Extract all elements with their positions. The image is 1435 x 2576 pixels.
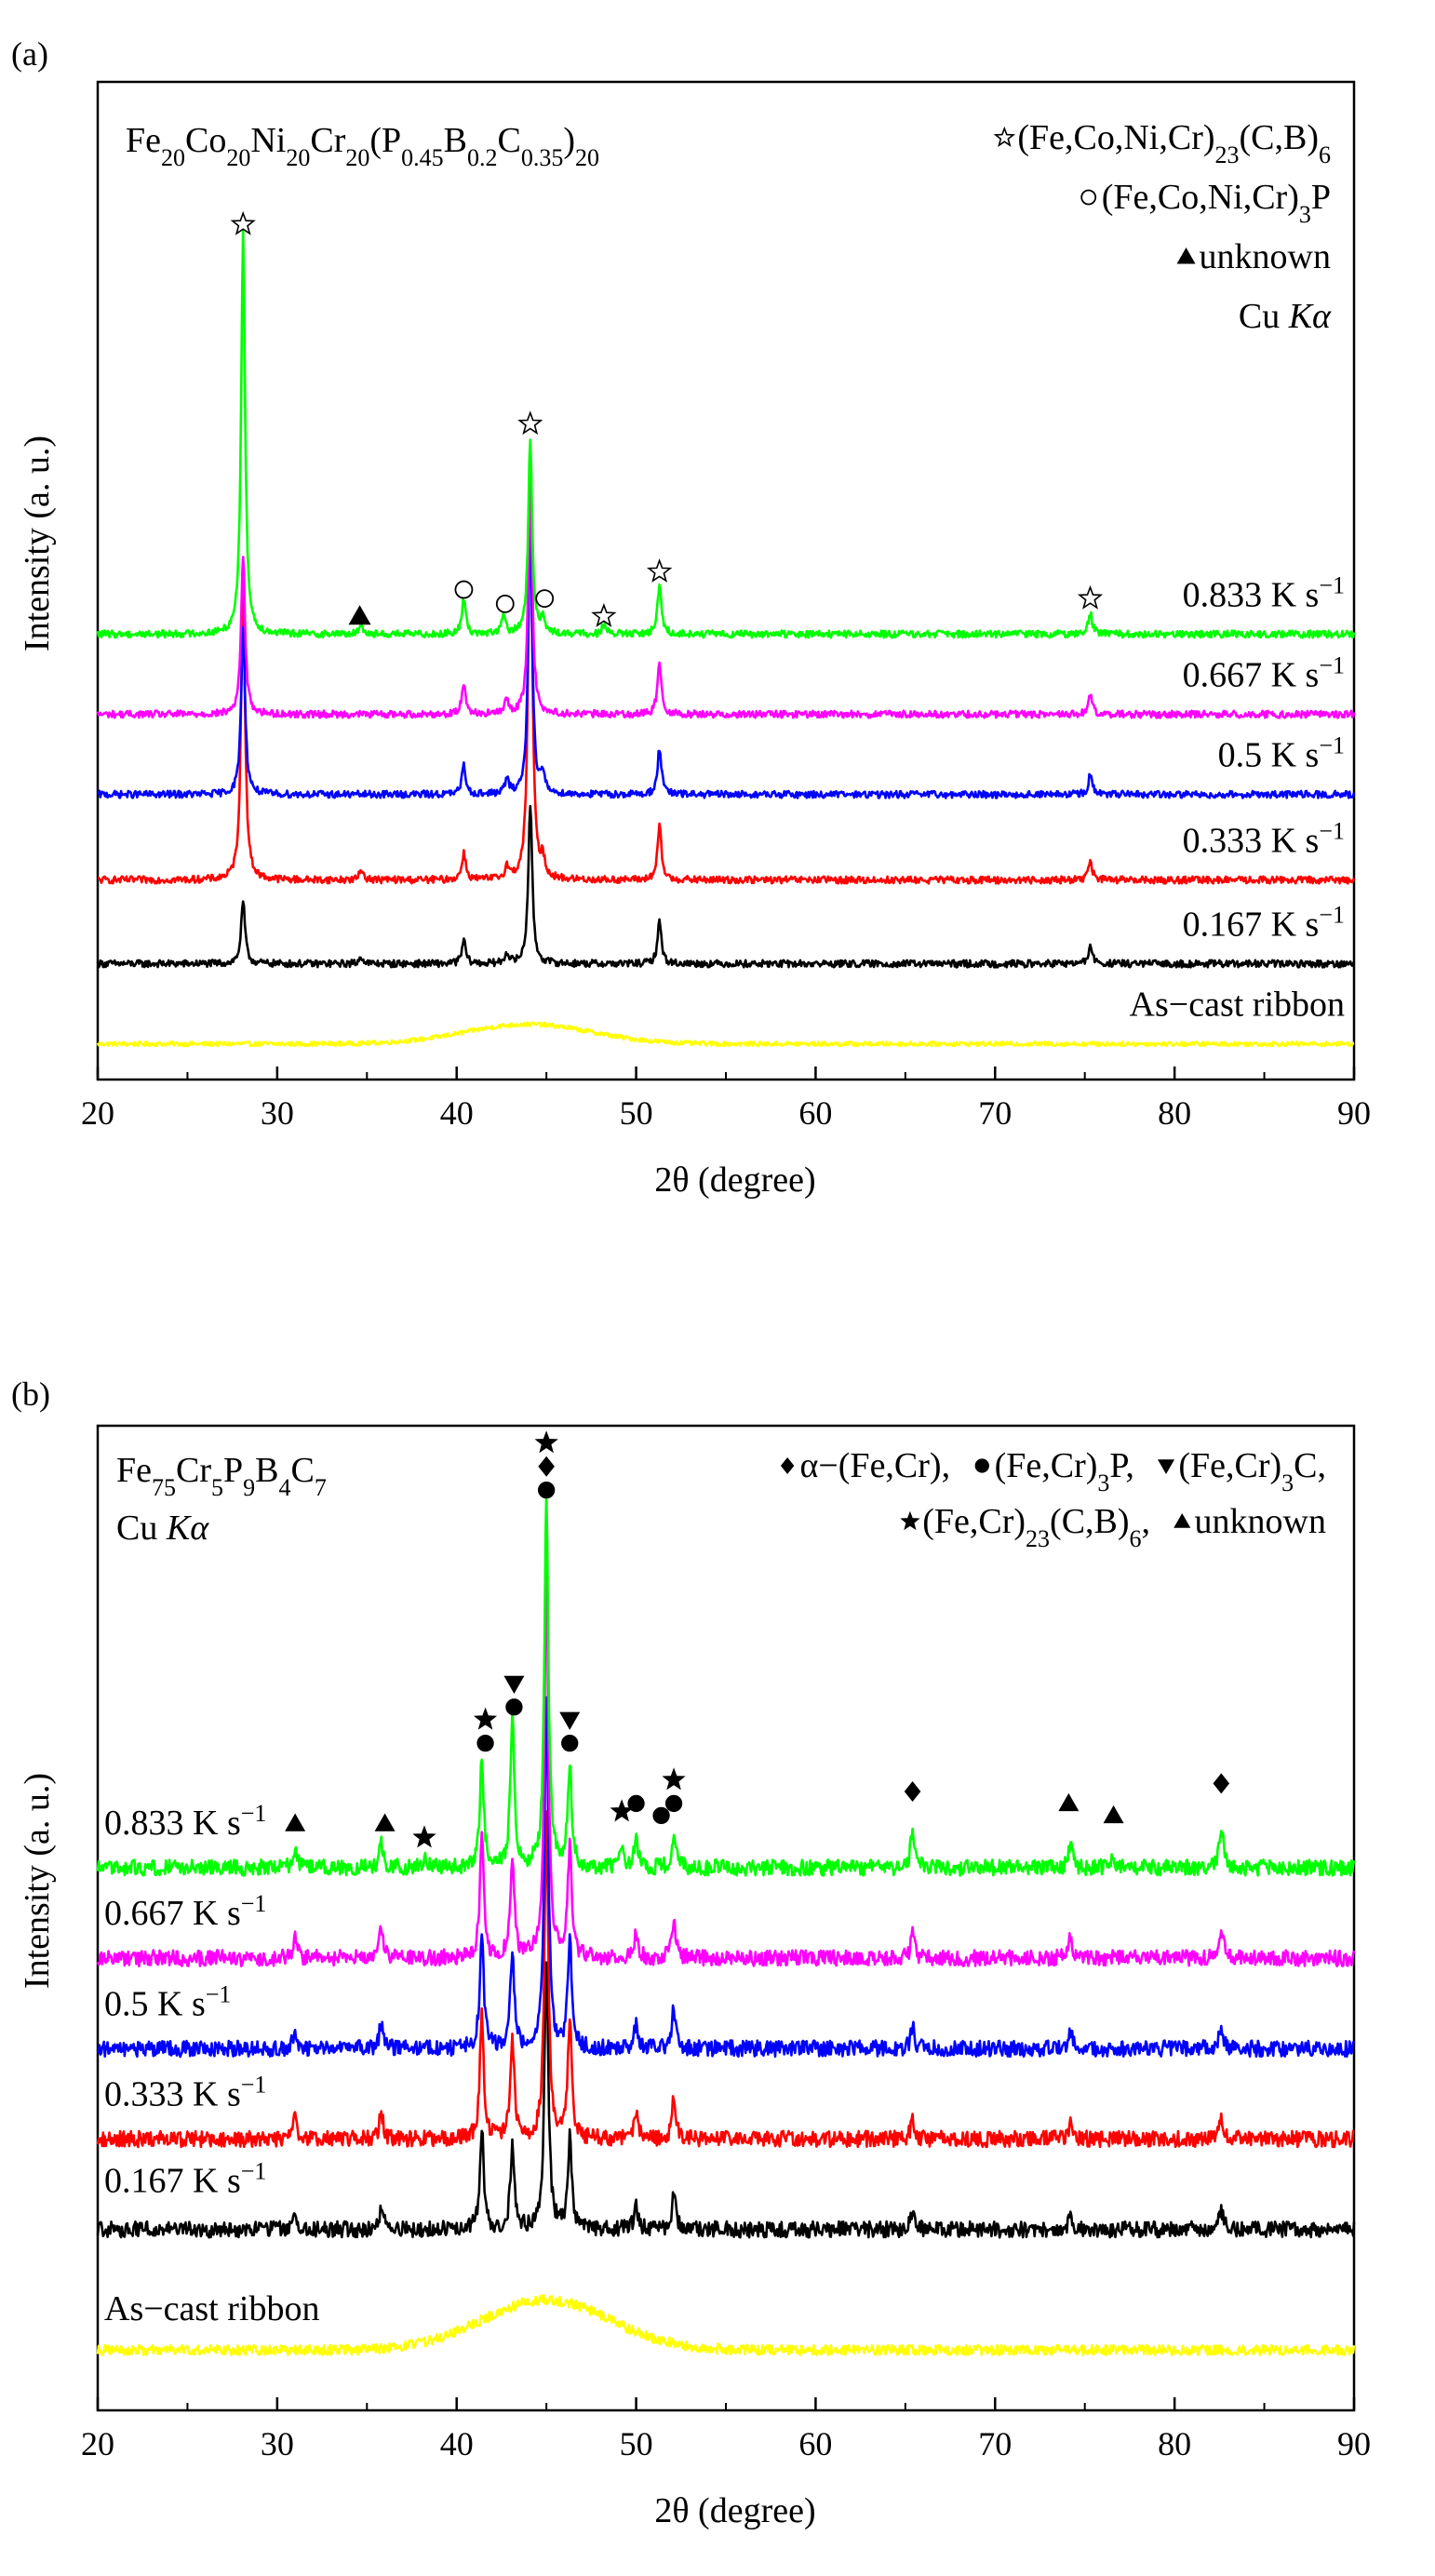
- series-label: 0.833 K s−1: [1183, 571, 1345, 615]
- x-tick-label: 50: [620, 2425, 653, 2462]
- x-tick-label: 90: [1337, 1094, 1371, 1132]
- triangle-marker: [1173, 1513, 1191, 1528]
- open-circle-marker: [1080, 189, 1097, 206]
- series-line: [96, 1696, 1356, 2059]
- legend-line: α−(Fe,Cr), (Fe,Cr)3P, (Fe,Cr)3C,: [764, 1446, 1326, 1496]
- series-label: 0.5 K s−1: [1218, 731, 1345, 775]
- open-star-marker: [1077, 584, 1104, 610]
- composition-title: Fe75Cr5P9B4C7: [116, 1451, 327, 1501]
- series-line: [96, 228, 1356, 639]
- y-axis-label: Intensity (a. u.): [18, 1773, 57, 1989]
- x-tick-label: 50: [620, 1094, 653, 1132]
- x-tick-label: 90: [1337, 2425, 1371, 2462]
- diamond-marker: [1213, 1773, 1230, 1794]
- x-tick-label: 80: [1158, 2425, 1191, 2462]
- series-label: As−cast ribbon: [1130, 986, 1345, 1025]
- triangle-marker: [348, 605, 371, 625]
- radiation-label: Cu Kα: [116, 1509, 209, 1548]
- diamond-marker: [538, 1456, 555, 1477]
- legend-entry: (Fe,Co,Ni,Cr)23(C,B)6: [1017, 118, 1331, 168]
- star-marker: [662, 1767, 686, 1791]
- down-triangle-marker: [503, 1675, 525, 1694]
- series-line: [96, 1021, 1355, 1048]
- open-circle-marker: [495, 594, 515, 613]
- panel-a-chart: (a) 20 30 40 50 60 70 80 90 2θ (degree) Intensity …: [11, 35, 1371, 1200]
- x-tick-label: 70: [978, 1094, 1012, 1132]
- series-line: [97, 471, 1356, 885]
- series-label: 0.667 K s−1: [1183, 651, 1345, 695]
- open-star-marker: [647, 558, 673, 583]
- x-tick-label: 30: [261, 1094, 294, 1132]
- circle-marker: [561, 1735, 579, 1752]
- triangle-marker: [1103, 1805, 1124, 1824]
- series-label: 0.333 K s−1: [1183, 817, 1345, 861]
- series-label: 0.5 K s−1: [104, 1980, 231, 2024]
- star-marker: [412, 1825, 436, 1848]
- circle-marker: [505, 1698, 523, 1716]
- down-triangle-marker: [1158, 1459, 1175, 1474]
- triangle-marker: [1176, 248, 1196, 264]
- open-circle-marker: [535, 589, 555, 609]
- open-circle-marker: [454, 580, 474, 599]
- series-label: 0.333 K s−1: [104, 2071, 266, 2114]
- legend-line: (Fe,Cr)23(C,B)6, unknown: [887, 1502, 1326, 1552]
- x-axis-label: 2θ (degree): [654, 2491, 815, 2530]
- circle-marker: [652, 1806, 670, 1825]
- open-star-marker: [517, 410, 543, 436]
- legend-entry: unknown: [1200, 237, 1331, 276]
- star-marker: [534, 1430, 558, 1454]
- x-tick-label: 30: [261, 2425, 294, 2462]
- series-line: [96, 1961, 1356, 2239]
- plot-frame: [96, 80, 1356, 1081]
- x-tick-label: 40: [440, 2425, 474, 2462]
- series-label: As−cast ribbon: [104, 2289, 319, 2328]
- series-line: [96, 1810, 1355, 2149]
- series-line: [96, 518, 1356, 799]
- series-label: 0.167 K s−1: [1183, 901, 1345, 945]
- x-tick-label: 20: [81, 1094, 114, 1132]
- circle-marker: [627, 1794, 645, 1813]
- composition-title: Fe20Co20Ni20Cr20(P0.45B0.2C0.35)20: [126, 121, 599, 171]
- x-tick-label: 70: [978, 2425, 1012, 2462]
- circle-marker: [476, 1735, 494, 1752]
- x-tick-label: 80: [1158, 1094, 1191, 1132]
- plot-frame: [96, 1424, 1356, 2412]
- series-label: 0.667 K s−1: [104, 1890, 266, 1934]
- panel-label: (b): [11, 1375, 50, 1413]
- y-axis-label: Intensity (a. u.): [18, 436, 57, 651]
- x-tick-label: 60: [798, 2425, 832, 2462]
- series-line: [96, 1555, 1356, 1968]
- series-line: [96, 2293, 1356, 2356]
- diamond-marker: [904, 1780, 921, 1802]
- panel-label: (a): [11, 35, 48, 73]
- diamond-marker: [780, 1457, 795, 1474]
- series-line: [96, 475, 1356, 719]
- open-star-marker: [993, 126, 1016, 147]
- star-marker: [473, 1707, 498, 1730]
- legend-entry: (Fe,Co,Ni,Cr)3P: [1102, 178, 1331, 228]
- series-line: [96, 804, 1356, 969]
- open-star-marker: [591, 603, 617, 627]
- down-triangle-marker: [559, 1711, 581, 1730]
- series-label: 0.167 K s−1: [104, 2157, 266, 2201]
- x-tick-label: 60: [798, 1094, 832, 1132]
- x-axis-label: 2θ (degree): [654, 1161, 815, 1200]
- legend-entry: Cu Kα: [1239, 297, 1332, 336]
- open-star-marker: [230, 210, 256, 235]
- circle-marker: [537, 1481, 556, 1499]
- x-tick-label: 40: [440, 1094, 474, 1132]
- panel-b-chart: (b) 20 30 40 50 60 70 80 90 2θ (degree) Intensity …: [11, 1375, 1371, 2530]
- star-marker: [900, 1510, 920, 1531]
- x-tick-label: 20: [81, 2425, 114, 2462]
- circle-marker: [664, 1794, 683, 1813]
- triangle-marker: [285, 1813, 306, 1831]
- triangle-marker: [374, 1813, 396, 1831]
- series-line: [96, 1491, 1356, 1877]
- series-label: 0.833 K s−1: [104, 1800, 266, 1844]
- circle-marker: [974, 1458, 989, 1473]
- triangle-marker: [1058, 1792, 1080, 1812]
